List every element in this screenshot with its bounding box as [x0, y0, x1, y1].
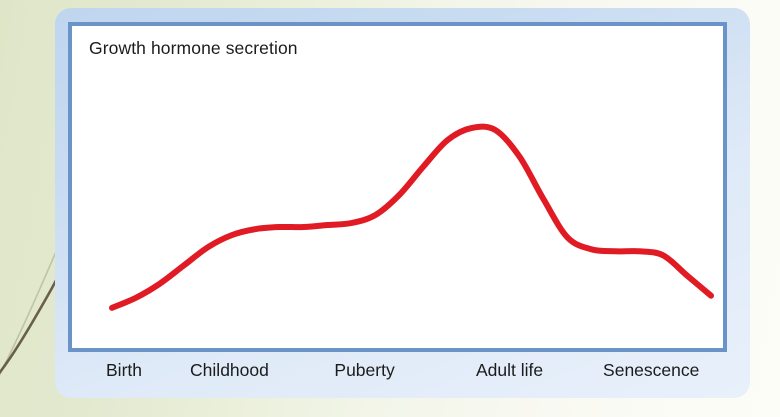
stage-label-puberty: Puberty — [334, 360, 395, 380]
stage-axis-label-strip: Birth Childhood Puberty Adult life Senescenc… — [68, 352, 727, 394]
curve-path — [112, 127, 711, 308]
stage-label-childhood: Childhood — [190, 360, 269, 380]
chart-panel: Birth Childhood Puberty Adult life Senescenc… — [55, 8, 750, 398]
plot-frame: Growth hormone secretion — [68, 22, 727, 352]
growth-hormone-curve — [72, 26, 723, 348]
chart-title: Growth hormone secretion — [89, 38, 298, 58]
stage-label-adult-life: Adult life — [475, 360, 544, 380]
stage-label-senescence: Senescence — [603, 360, 700, 380]
stage-label-birth: Birth — [106, 360, 142, 380]
